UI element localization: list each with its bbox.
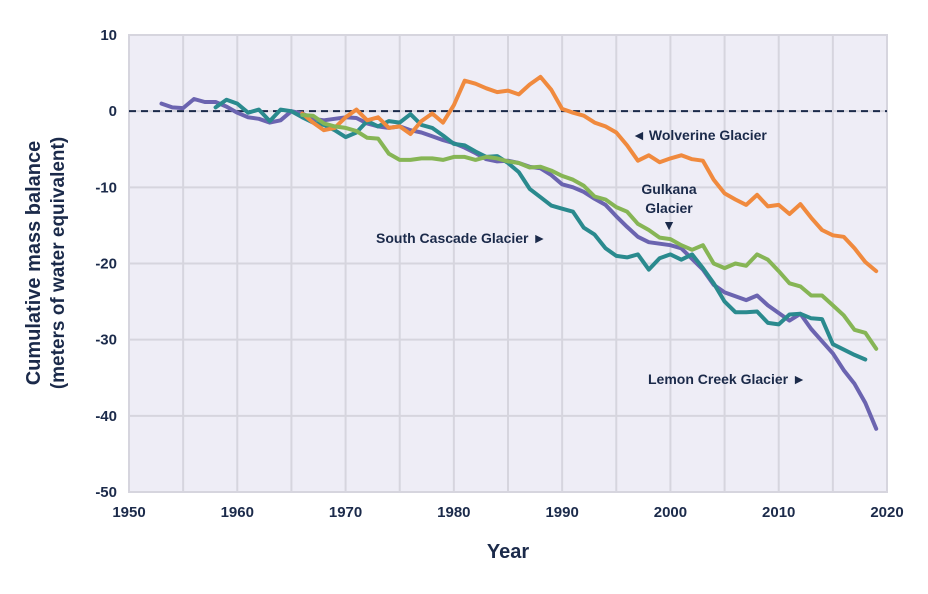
annotation-south-cascade: South Cascade Glacier ► xyxy=(376,230,546,246)
annotation-south-cascade-text: South Cascade Glacier xyxy=(376,230,529,246)
annotation-lemon-creek: Lemon Creek Glacier ► xyxy=(648,371,806,387)
x-tick-label: 2000 xyxy=(654,504,687,521)
annotation-wolverine: ◄ Wolverine Glacier xyxy=(632,127,767,143)
x-tick-label: 1960 xyxy=(221,504,254,521)
y-tick-label: -30 xyxy=(95,332,117,349)
y-tick-labels: 10 0 -10 -20 -30 -40 -50 xyxy=(95,27,117,501)
x-axis-title: Year xyxy=(487,541,529,563)
y-tick-label: 0 xyxy=(109,103,117,120)
y-axis-title-line2: (meters of water equivalent) xyxy=(48,137,69,389)
annotation-wolverine-arrow: ◄ xyxy=(632,127,646,143)
annotations: ◄ Wolverine Glacier Gulkana Glacier ▼ Sou… xyxy=(376,127,806,387)
x-tick-label: 2010 xyxy=(762,504,795,521)
x-tick-label: 2020 xyxy=(870,504,903,521)
x-tick-label: 1970 xyxy=(329,504,362,521)
y-axis-title-line1: Cumulative mass balance xyxy=(23,141,45,386)
y-tick-label: -20 xyxy=(95,256,117,273)
x-tick-label: 1990 xyxy=(545,504,578,521)
y-tick-label: 10 xyxy=(100,27,117,44)
series-line-gulkana-glacier xyxy=(300,113,879,351)
y-tick-label: -50 xyxy=(95,484,117,501)
x-tick-labels: 1950 1960 1970 1980 1990 2000 2010 2020 xyxy=(112,504,903,521)
annotation-lemon-creek-text: Lemon Creek Glacier xyxy=(648,371,789,387)
series-lines xyxy=(159,74,879,431)
annotation-gulkana-line2: Glacier xyxy=(645,200,693,216)
y-tick-label: -40 xyxy=(95,408,117,425)
annotation-lemon-creek-arrow: ► xyxy=(792,371,806,387)
y-tick-label: -10 xyxy=(95,179,117,196)
x-tick-label: 1980 xyxy=(437,504,470,521)
y-axis-title: Cumulative mass balance (meters of water… xyxy=(23,137,69,389)
annotation-south-cascade-arrow: ► xyxy=(533,230,547,246)
annotation-wolverine-text: Wolverine Glacier xyxy=(649,127,768,143)
annotation-gulkana-line1: Gulkana xyxy=(641,181,696,197)
x-tick-label: 1950 xyxy=(112,504,145,521)
series-line-wolverine-glacier xyxy=(300,74,879,274)
annotation-gulkana-arrow: ▼ xyxy=(662,217,676,233)
